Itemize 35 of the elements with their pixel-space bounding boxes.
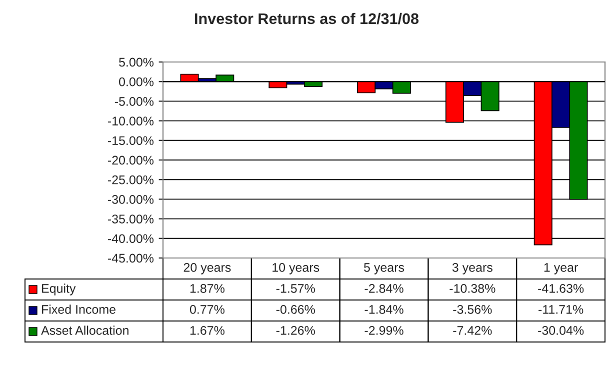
y-tick-label: -35.00% bbox=[108, 214, 154, 224]
y-tick-label: 5.00% bbox=[119, 58, 154, 67]
y-tick-label: -25.00% bbox=[108, 175, 154, 184]
data-label: -30.04% bbox=[538, 326, 584, 335]
data-label: -7.42% bbox=[453, 326, 492, 335]
data-label: -1.84% bbox=[364, 305, 404, 314]
legend-label: Equity bbox=[42, 284, 76, 296]
x-tick-label: 5 years bbox=[364, 263, 404, 274]
data-label: -41.63% bbox=[538, 284, 584, 293]
x-tick-label: 20 years bbox=[184, 263, 231, 274]
data-label: -2.99% bbox=[364, 326, 404, 335]
data-label: 1.87% bbox=[190, 284, 224, 293]
legend-label: Asset Allocation bbox=[41, 326, 128, 335]
x-tick-label: 10 years bbox=[272, 263, 320, 274]
y-tick-label: -15.00% bbox=[108, 136, 154, 146]
data-label: -11.71% bbox=[538, 305, 584, 314]
data-label: -10.38% bbox=[450, 284, 496, 293]
data-label: -1.26% bbox=[276, 326, 315, 335]
y-tick-label: -45.00% bbox=[108, 254, 154, 263]
y-tick-label: -30.00% bbox=[108, 195, 154, 204]
data-label: -0.66% bbox=[276, 305, 315, 314]
x-tick-label: 1 year bbox=[544, 263, 578, 274]
legend-label: Fixed Income bbox=[42, 304, 116, 314]
y-tick-label: -10.00% bbox=[108, 116, 154, 126]
data-label: 1.67% bbox=[190, 326, 224, 335]
data-label: -3.56% bbox=[453, 305, 492, 314]
y-tick-label: 0.00% bbox=[119, 77, 154, 86]
y-tick-label: -20.00% bbox=[108, 156, 154, 165]
data-label: -2.84% bbox=[364, 284, 404, 293]
chart-title: Investor Returns as of 12/31/08 bbox=[195, 12, 419, 24]
y-tick-label: -5.00% bbox=[114, 97, 154, 106]
x-tick-label: 3 years bbox=[452, 263, 492, 274]
data-label: 0.77% bbox=[190, 305, 224, 314]
y-tick-label: -40.00% bbox=[108, 234, 154, 244]
data-label: -1.57% bbox=[276, 284, 315, 293]
